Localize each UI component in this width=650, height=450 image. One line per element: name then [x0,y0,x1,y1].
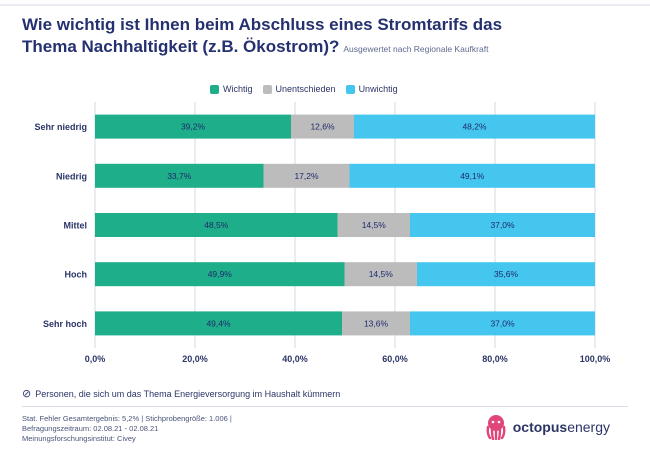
data-label: 49,4% [206,318,231,328]
footer-note-text: Personen, die sich um das Thema Energiev… [35,388,341,399]
data-label: 48,2% [462,122,487,132]
x-tick-label: 40,0% [282,354,308,364]
footer-note: ⊘ Personen, die sich um das Thema Energi… [22,387,340,400]
bar-wichtig [95,163,264,188]
top-rule [0,4,650,6]
meta-line-2: Befragungszeitraum: 02.08.21 - 02.08.21 [22,424,159,433]
meta-line-3: Meinungsforschungsinstitut: Civey [22,434,136,443]
survey-meta: Stat. Fehler Gesamtergebnis: 5,2% | Stic… [22,414,232,444]
legend-item-unentschieden: Unentschieden [262,84,336,94]
category-label: Sehr hoch [43,319,87,329]
data-label: 17,2% [294,171,319,181]
category-label: Hoch [65,270,88,280]
category-label: Mittel [64,221,88,231]
x-tick-label: 20,0% [182,354,208,364]
bar-unentschieden [337,213,410,237]
data-label: 33,7% [167,171,192,181]
octopus-icon [486,415,506,440]
brand-logo: octopusenergy [485,414,610,440]
legend-item-unwichtig: Unwichtig [345,84,398,94]
x-tick-label: 100,0% [580,354,611,364]
bar-unentschieden [342,311,410,336]
data-label: 14,5% [362,220,387,230]
footer-divider [22,406,628,407]
bar-wichtig [95,262,345,287]
bar-wichtig [95,114,291,139]
chart-subtitle: Ausgewertet nach Regionale Kaufkraft [343,44,489,54]
legend-swatch-unentschieden [262,84,272,94]
brand-part-2: energy [567,419,610,435]
bar-unwichtig [354,114,595,139]
bar-unwichtig [410,213,595,237]
bar-wichtig [95,213,338,237]
bar-unwichtig [349,163,595,188]
category-label: Niedrig [56,171,87,181]
data-label: 48,5% [204,220,229,230]
legend-label-unwichtig: Unwichtig [358,84,398,94]
bar-unwichtig [417,262,595,287]
brand-wordmark: octopusenergy [513,419,610,435]
title-block: Wie wichtig ist Ihnen beim Abschluss ein… [22,14,632,60]
x-tick-label: 0,0% [85,354,106,364]
brand-part-1: octopus [512,419,568,435]
meta-line-1: Stat. Fehler Gesamtergebnis: 5,2% | Stic… [22,414,232,423]
legend-label-wichtig: Wichtig [223,84,253,94]
bar-unwichtig [410,311,595,336]
data-label: 12,6% [310,122,335,132]
chart-title-line-2: Thema Nachhaltigkeit (z.B. Ökostrom)? Aus… [22,36,632,60]
legend-swatch-wichtig [210,84,219,94]
data-label: 13,6% [364,318,389,328]
bar-unentschieden [263,163,350,188]
bar-unentschieden [291,114,354,139]
category-label: Sehr niedrig [34,122,87,132]
data-label: 14,5% [369,269,394,279]
legend-swatch-unwichtig [345,84,355,94]
legend-item-wichtig: Wichtig [210,84,253,94]
data-label: 49,1% [460,171,485,181]
data-label: 37,0% [490,318,515,328]
legend-label-unentschieden: Unentschieden [275,84,336,94]
population-icon: ⊘ [22,388,32,400]
bar-unentschieden [344,262,417,287]
stacked-bar-chart: 0,0% 20,0% 40,0% 60,0% 80,0% 100,0% Sehr niedr… [34,102,611,364]
data-label: 35,6% [494,269,519,279]
x-tick-label: 80,0% [482,354,508,364]
chart-title-line-1: Wie wichtig ist Ihnen beim Abschluss ein… [22,15,503,34]
data-label: 39,2% [181,122,206,132]
data-label: 49,9% [208,269,233,279]
data-label: 37,0% [490,220,515,230]
chart-title-text: Thema Nachhaltigkeit (z.B. Ökostrom)? [22,37,340,56]
legend: Wichtig Unentschieden Unwichtig [210,82,398,96]
x-tick-label: 60,0% [382,354,408,364]
bar-wichtig [95,311,342,336]
